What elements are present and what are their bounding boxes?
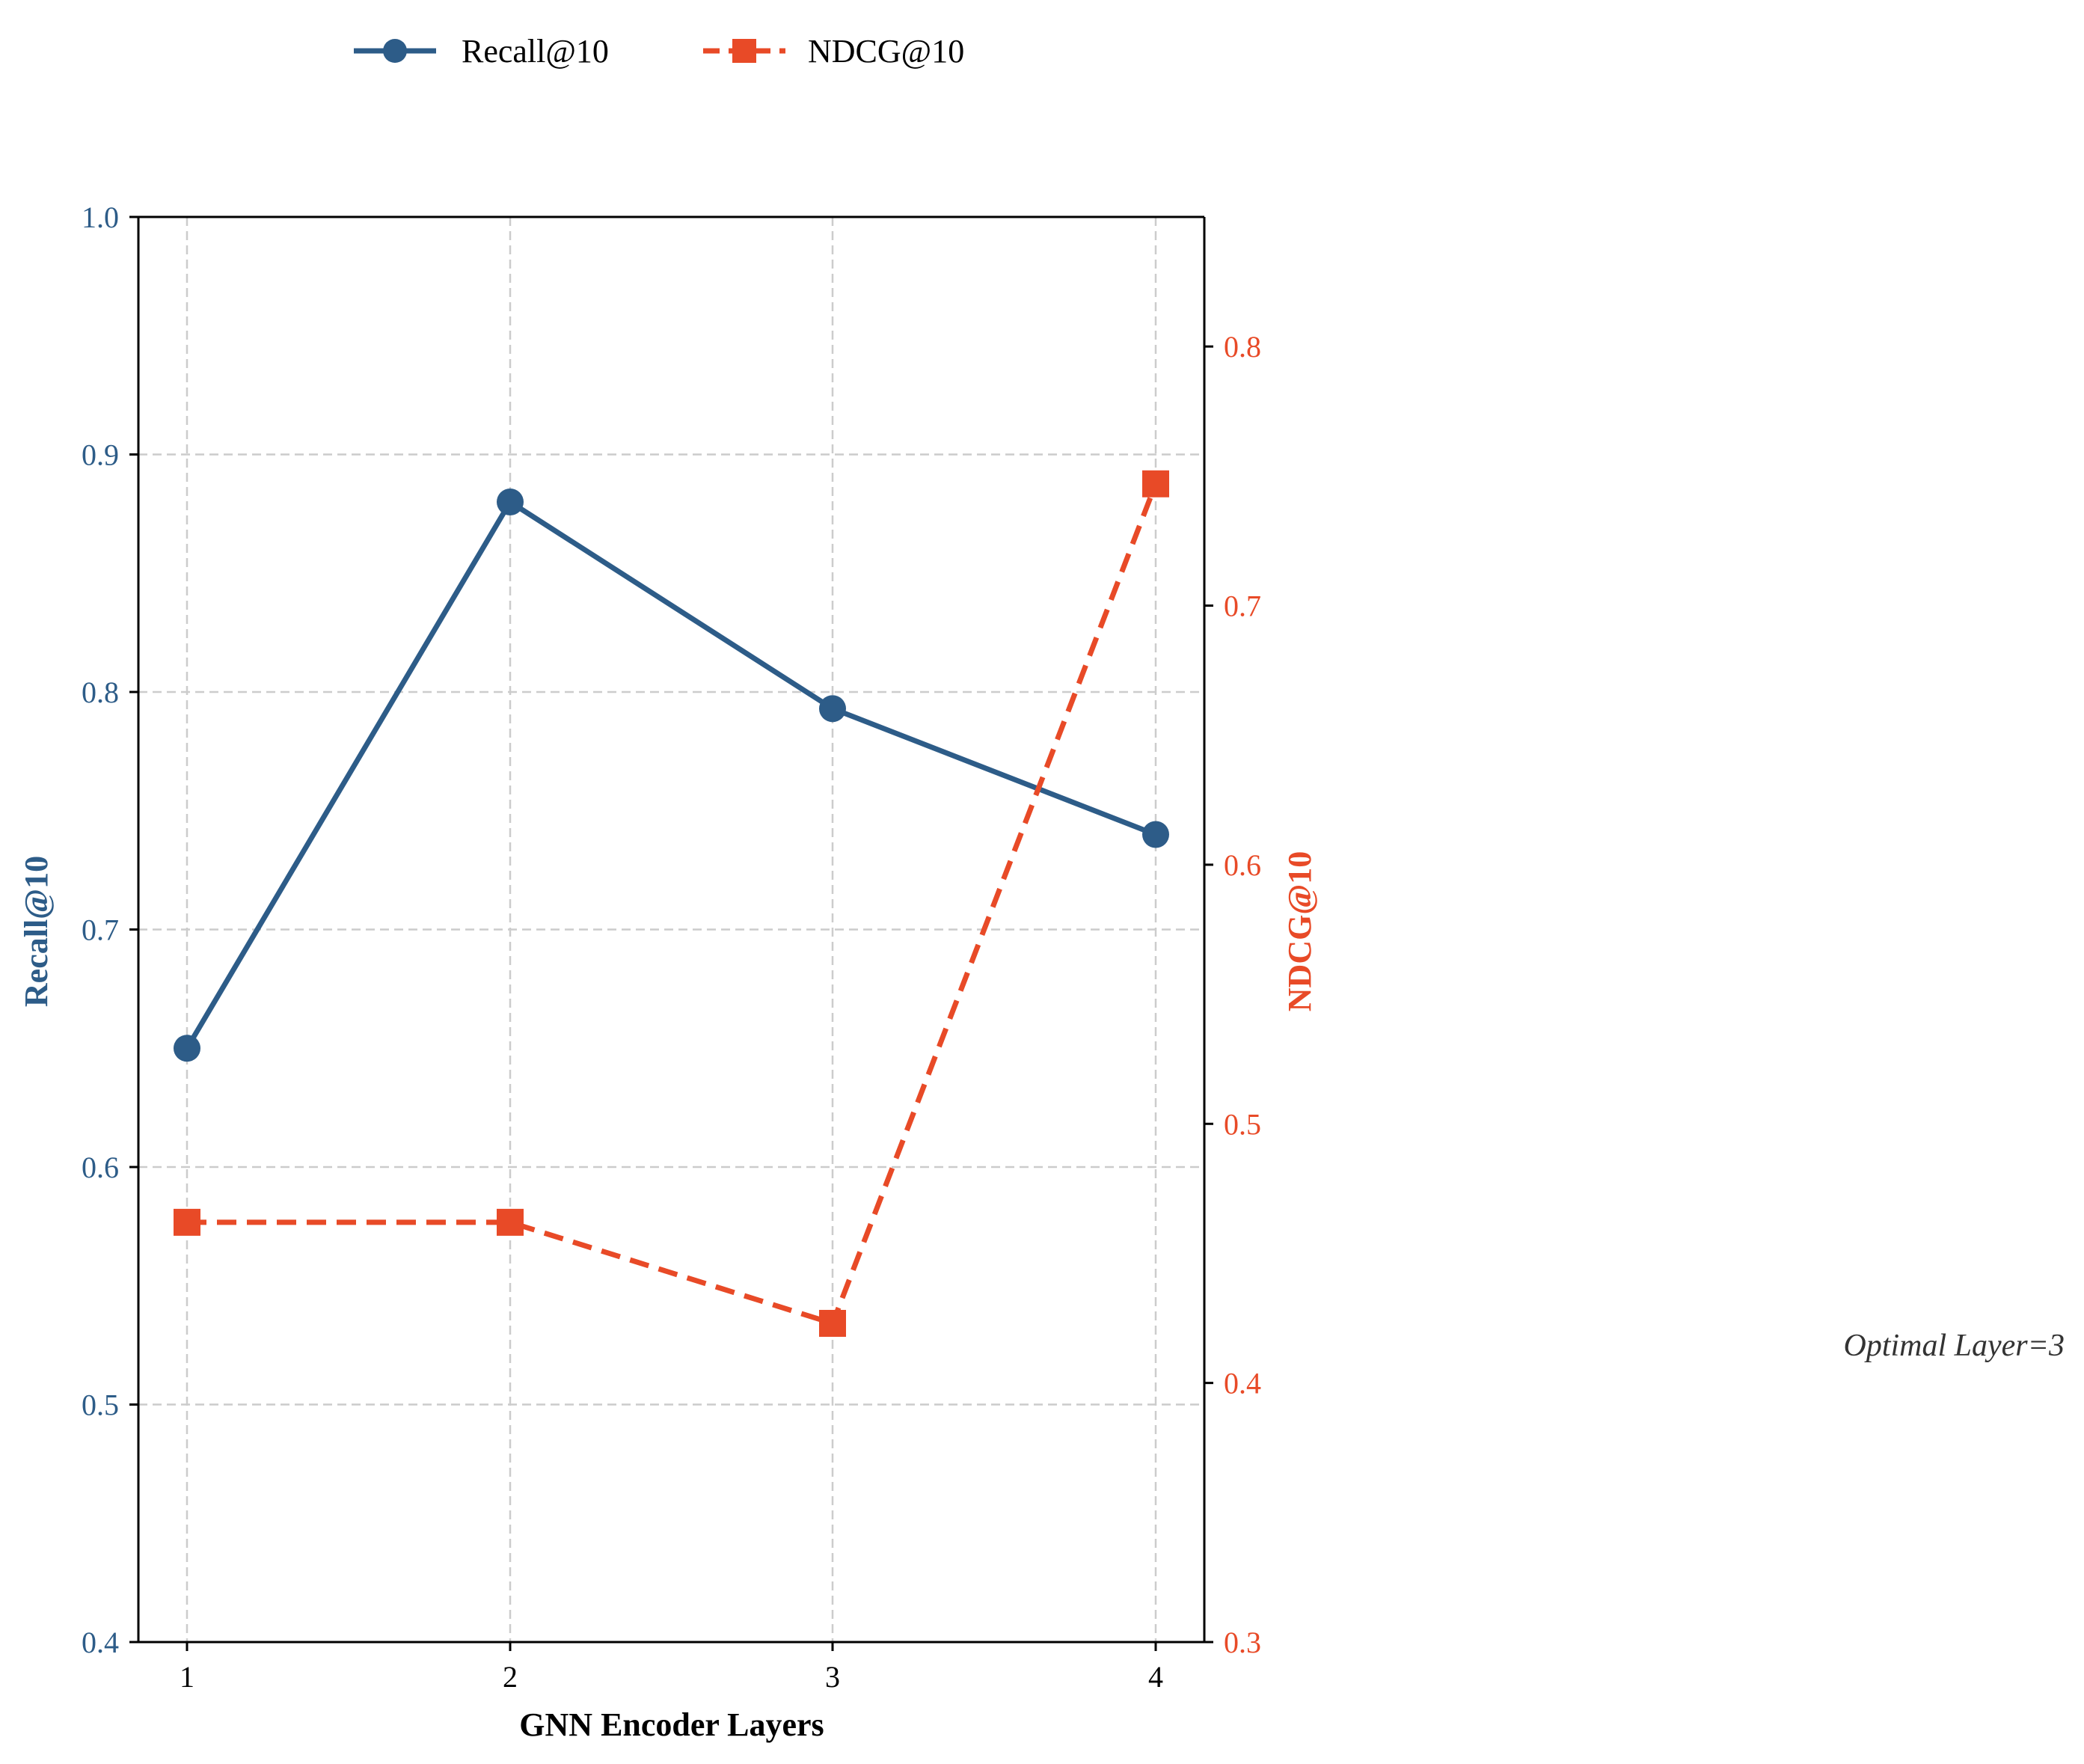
- series-line-recall: [184, 499, 1157, 1050]
- left-tick-label: 0.6: [82, 1151, 119, 1184]
- right-tick-label: 0.5: [1224, 1107, 1261, 1141]
- right-y-axis-title: NDCG@10: [1281, 851, 1318, 1011]
- series-layer: [174, 470, 1169, 1337]
- point-ndcg: [497, 1208, 524, 1236]
- right-tick-label: 0.3: [1224, 1626, 1261, 1659]
- left-tick-label: 0.5: [82, 1388, 119, 1422]
- x-tick-label: 1: [180, 1660, 194, 1694]
- legend-ndcg-marker: [732, 39, 756, 63]
- legend: Recall@10 NDCG@10: [354, 33, 964, 70]
- left-tick-label: 0.8: [82, 676, 119, 709]
- point-ndcg: [174, 1208, 200, 1236]
- left-tick-label: 0.4: [82, 1626, 119, 1659]
- left-tick-label: 0.7: [82, 913, 119, 947]
- grid-lines: [138, 217, 1204, 1642]
- x-tick-label: 4: [1148, 1660, 1163, 1694]
- point-recall: [174, 1035, 200, 1062]
- point-ndcg: [819, 1309, 846, 1337]
- left-y-axis-title: Recall@10: [18, 856, 55, 1007]
- right-y-ticks: 0.3 0.4 0.5 0.6 0.7 0.8: [1204, 330, 1261, 1659]
- left-y-ticks: 0.4 0.5 0.6 0.7 0.8 0.9 1.0: [82, 200, 138, 1659]
- right-tick-label: 0.7: [1224, 589, 1261, 623]
- annotation-optimal-layer: Optimal Layer=3: [1844, 1329, 2065, 1363]
- x-ticks: 1 2 3 4: [180, 1642, 1163, 1694]
- x-axis-title: GNN Encoder Layers: [519, 1706, 824, 1743]
- point-ndcg: [1142, 470, 1169, 497]
- point-recall: [1142, 821, 1169, 848]
- legend-recall-label: Recall@10: [462, 33, 609, 70]
- x-tick-label: 3: [825, 1660, 840, 1694]
- right-tick-label: 0.4: [1224, 1367, 1261, 1400]
- right-tick-label: 0.8: [1224, 330, 1261, 364]
- legend-recall-marker: [383, 39, 407, 63]
- point-recall: [819, 695, 846, 723]
- point-recall: [497, 489, 524, 515]
- left-tick-label: 1.0: [82, 200, 119, 234]
- right-tick-label: 0.6: [1224, 848, 1261, 882]
- x-tick-label: 2: [503, 1660, 518, 1694]
- series-line-ndcg: [187, 483, 1159, 1326]
- left-tick-label: 0.9: [82, 438, 119, 472]
- legend-ndcg-label: NDCG@10: [808, 33, 964, 70]
